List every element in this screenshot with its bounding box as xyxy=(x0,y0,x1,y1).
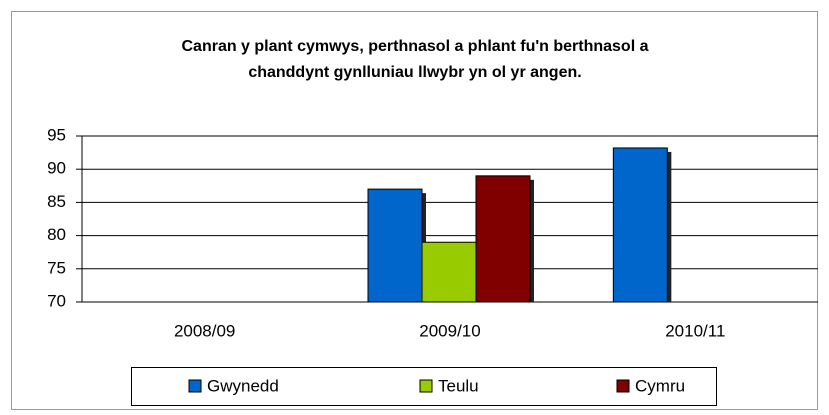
bar xyxy=(421,241,477,303)
legend-label: Cymru xyxy=(635,376,685,395)
x-tick-label: 2010/11 xyxy=(665,321,725,340)
legend-label: Teulu xyxy=(438,376,479,395)
legend-label: Gwynedd xyxy=(207,376,279,395)
chart-title: chanddynt gynlluniau llwybr yn ol yr ang… xyxy=(248,64,581,81)
x-tick-label: 2009/10 xyxy=(419,321,480,340)
y-tick-label: 95 xyxy=(47,125,66,144)
bar xyxy=(475,175,531,303)
x-tick-label: 2008/09 xyxy=(174,321,235,340)
y-tick-label: 80 xyxy=(47,225,66,244)
chart-title: Canran y plant cymwys, perthnasol a phla… xyxy=(181,38,648,55)
y-tick-label: 70 xyxy=(47,291,66,310)
y-tick-label: 75 xyxy=(47,258,66,277)
legend-swatch xyxy=(188,379,202,393)
legend-swatch xyxy=(419,379,433,393)
y-tick-label: 85 xyxy=(47,192,66,211)
legend-swatch xyxy=(616,379,630,393)
y-tick-label: 90 xyxy=(47,159,66,178)
bar xyxy=(367,188,423,303)
bar xyxy=(612,147,668,303)
